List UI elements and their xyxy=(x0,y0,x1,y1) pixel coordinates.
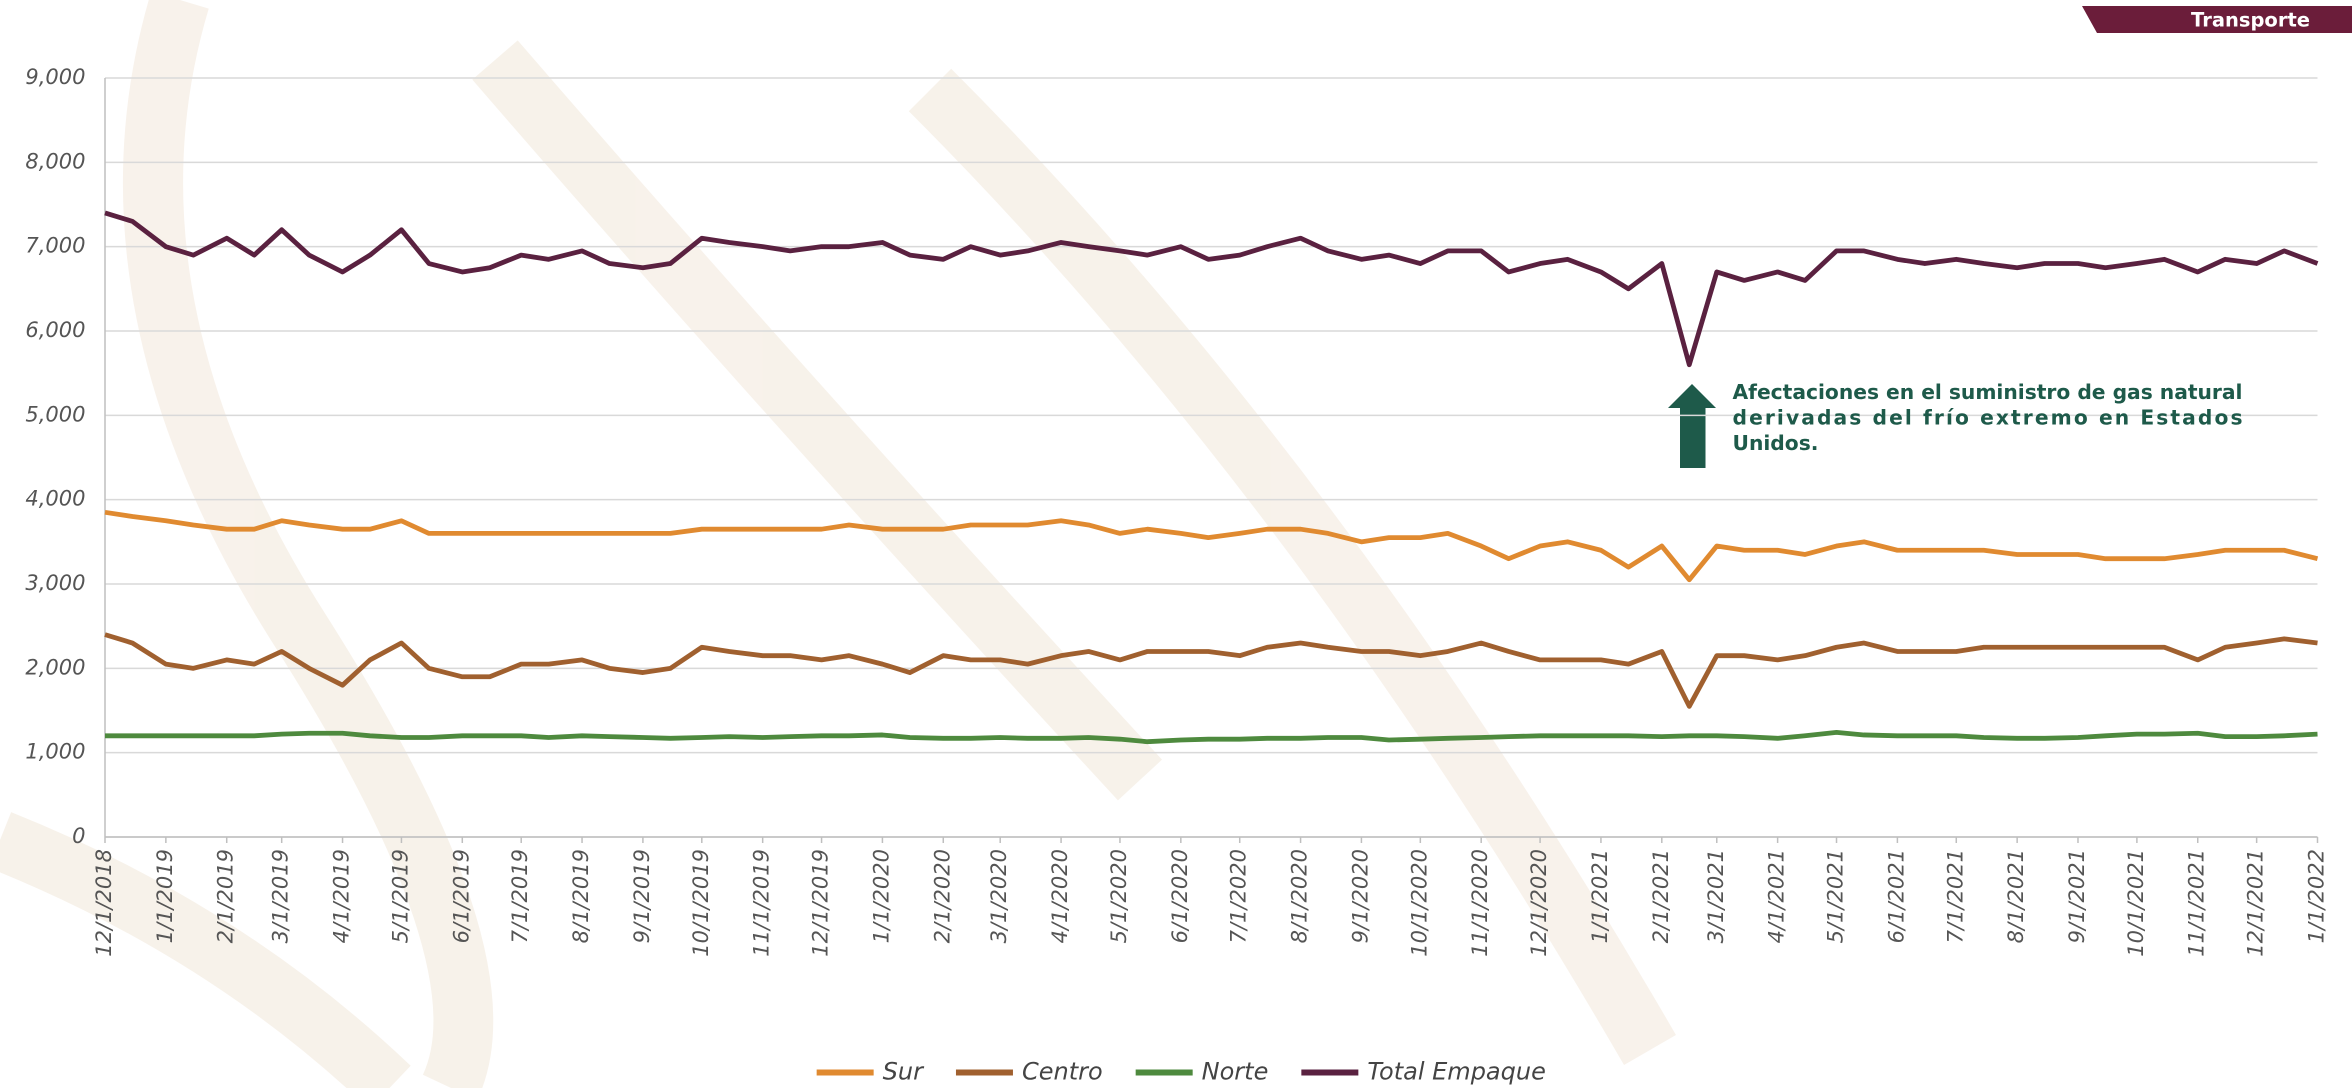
x-tick-label: 6/1/2020 xyxy=(1168,849,1192,943)
x-tick-label: 10/1/2020 xyxy=(1407,849,1431,957)
annotation-arrow xyxy=(1668,384,1716,469)
annotation-text: Afectaciones en el suministro de gas nat… xyxy=(1733,380,2243,404)
x-tick-label: 12/1/2021 xyxy=(2244,849,2268,957)
x-tick-label: 10/1/2021 xyxy=(2124,849,2148,957)
series-line xyxy=(104,509,2319,583)
y-tick-label: 9,000 xyxy=(25,65,85,89)
x-tick-label: 9/1/2020 xyxy=(1348,849,1372,943)
y-tick-label: 2,000 xyxy=(25,655,85,679)
x-tick-label: 2/1/2021 xyxy=(1649,849,1673,943)
watermark-stroke xyxy=(123,0,494,1088)
y-tick-label: 0 xyxy=(72,824,85,848)
x-tick-label: 4/1/2019 xyxy=(330,849,354,943)
legend: Sur Centro Norte Total Empaque xyxy=(816,1058,1546,1086)
watermark xyxy=(0,0,1676,1088)
watermark-stroke xyxy=(0,812,411,1088)
x-tick-label: 12/1/2020 xyxy=(1527,849,1551,957)
legend-label: Norte xyxy=(1202,1058,1269,1086)
y-tick-label: 8,000 xyxy=(25,149,85,173)
annotation-text: Unidos. xyxy=(1733,431,1819,455)
x-tick-label: 5/1/2020 xyxy=(1107,849,1131,943)
y-tick-label: 6,000 xyxy=(25,318,85,342)
x-tick-label: 10/1/2019 xyxy=(689,849,713,957)
x-tick-label: 2/1/2020 xyxy=(930,849,954,943)
x-tick-label: 9/1/2019 xyxy=(630,849,654,943)
y-tick-label: 4,000 xyxy=(25,487,85,511)
x-tick-label: 5/1/2019 xyxy=(388,849,412,943)
x-tick-label: 2/1/2019 xyxy=(214,849,238,943)
x-tick-label: 1/1/2019 xyxy=(153,849,177,943)
y-tick-label: 1,000 xyxy=(25,740,85,764)
annotation-text: derivadas del frío extremo en Estados xyxy=(1733,406,2243,430)
watermark-stroke xyxy=(472,40,1163,801)
x-tick-label: 4/1/2021 xyxy=(1765,849,1789,943)
x-tick-label: 3/1/2021 xyxy=(1704,849,1728,943)
x-tick-label: 11/1/2019 xyxy=(750,849,774,957)
x-tick-label: 1/1/2020 xyxy=(869,849,893,943)
x-tick-label: 1/1/2022 xyxy=(2305,849,2329,943)
x-tick-label: 1/1/2021 xyxy=(1588,849,1612,943)
x-tick-label: 11/1/2020 xyxy=(1468,849,1492,957)
section-tab xyxy=(2082,6,2352,34)
x-tick-label: 5/1/2021 xyxy=(1824,849,1848,943)
x-tick-label: 8/1/2021 xyxy=(2004,849,2028,943)
x-tick-label: 8/1/2020 xyxy=(1288,849,1312,943)
legend-label: Total Empaque xyxy=(1367,1058,1546,1086)
x-tick-label: 12/1/2019 xyxy=(809,849,833,957)
x-tick-label: 6/1/2019 xyxy=(449,849,473,943)
y-tick-label: 7,000 xyxy=(25,234,85,258)
watermark-stroke xyxy=(908,68,1676,1066)
x-tick-label: 3/1/2020 xyxy=(987,849,1011,943)
x-tick-label: 6/1/2021 xyxy=(1884,849,1908,943)
x-tick-label: 9/1/2021 xyxy=(2065,849,2089,943)
section-tab-label: Transporte xyxy=(2191,9,2310,32)
legend-label: Centro xyxy=(1022,1058,1103,1086)
y-tick-label: 3,000 xyxy=(25,571,85,595)
legend-label: Sur xyxy=(883,1058,925,1086)
x-tick-label: 7/1/2019 xyxy=(508,849,532,943)
x-tick-label: 7/1/2020 xyxy=(1227,849,1251,943)
x-tick-label: 11/1/2021 xyxy=(2185,849,2209,957)
series-line xyxy=(105,730,2318,745)
x-tick-label: 7/1/2021 xyxy=(1943,849,1967,943)
x-tick-label: 3/1/2019 xyxy=(269,849,293,943)
y-tick-label: 5,000 xyxy=(25,402,85,426)
series-line xyxy=(104,632,2318,709)
x-tick-label: 12/1/2018 xyxy=(92,849,116,957)
x-tick-label: 4/1/2020 xyxy=(1048,849,1072,943)
series-line xyxy=(104,210,2319,368)
x-tick-label: 8/1/2019 xyxy=(569,849,593,943)
